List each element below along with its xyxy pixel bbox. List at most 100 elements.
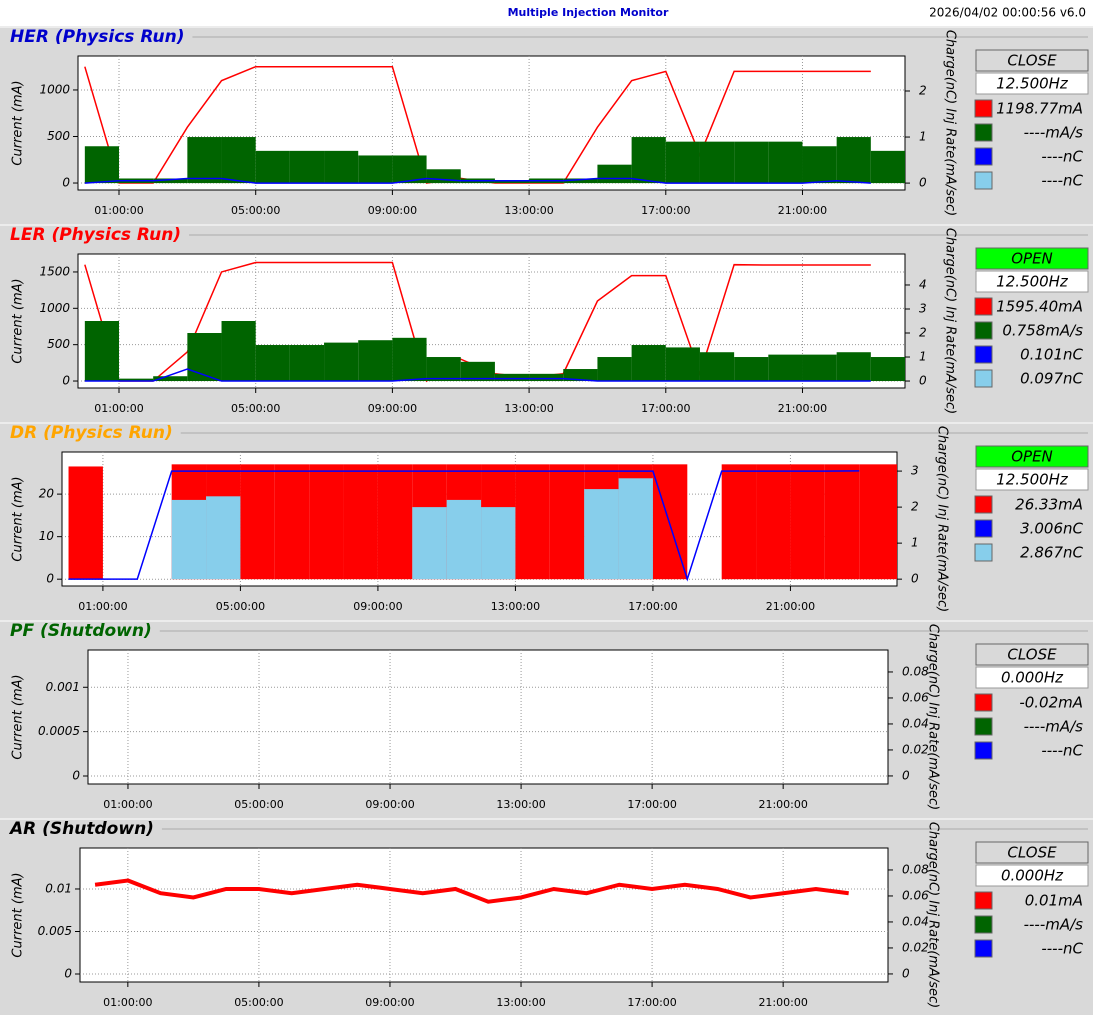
x-tick-label: 21:00:00 xyxy=(758,996,807,1009)
y-tick-label: 0.005 xyxy=(38,924,72,938)
bar xyxy=(631,345,666,382)
bar xyxy=(221,137,256,184)
x-tick-label: 09:00:00 xyxy=(368,204,417,217)
bar xyxy=(324,150,359,184)
y-tick-label: 1500 xyxy=(39,264,70,278)
legend-readout: ----mA/s xyxy=(1024,124,1084,142)
bar xyxy=(665,347,700,382)
bar xyxy=(274,464,310,580)
x-tick-label: 05:00:00 xyxy=(216,600,265,613)
legend-swatch xyxy=(974,717,993,736)
bar xyxy=(618,478,653,580)
bar xyxy=(734,141,769,184)
bar xyxy=(870,150,905,184)
timestamp: 2026/04/02 00:00:56 v6.0 xyxy=(929,6,1086,20)
bar xyxy=(699,352,735,382)
bar xyxy=(756,464,791,580)
bar xyxy=(255,150,290,184)
y-tick-label: 20 xyxy=(39,487,55,501)
y2-tick-label: 2 xyxy=(911,500,919,514)
legend-readout: 2.867nC xyxy=(1020,544,1083,562)
y-axis-label: Current (mA) xyxy=(11,80,26,165)
bar xyxy=(289,150,325,184)
legend-readout: ----nC xyxy=(1041,148,1083,166)
legend-swatch xyxy=(974,297,993,316)
y2-tick-label: 0 xyxy=(902,768,910,782)
y-axis-label: Current (mA) xyxy=(11,476,26,561)
x-tick-label: 17:00:00 xyxy=(641,204,690,217)
bar xyxy=(549,464,585,580)
bar xyxy=(824,464,860,580)
rate-box xyxy=(975,864,1089,887)
bar xyxy=(563,369,598,382)
bar xyxy=(324,342,359,382)
bar xyxy=(119,378,154,382)
y-tick-label: 0 xyxy=(62,374,70,388)
legend-swatch xyxy=(974,99,993,118)
plot-area xyxy=(87,649,889,785)
series-layer xyxy=(84,65,905,184)
series-layer xyxy=(68,464,897,582)
y2-tick-label: 2 xyxy=(919,326,927,340)
status-button xyxy=(975,445,1089,468)
rate-label: 12.500Hz xyxy=(996,75,1069,93)
line xyxy=(84,368,871,382)
bar xyxy=(665,141,700,184)
legend-readout: ----nC xyxy=(1041,742,1083,760)
bar xyxy=(392,155,427,184)
y-axis-label: Current (mA) xyxy=(11,278,26,363)
y-tick-label: 0.01 xyxy=(45,881,72,895)
legend-swatch xyxy=(974,519,993,538)
x-tick-label: 05:00:00 xyxy=(234,996,283,1009)
y2-tick-label: 4 xyxy=(919,277,927,291)
bar xyxy=(836,137,871,184)
y-tick-label: 0.0005 xyxy=(38,724,80,738)
series-layer xyxy=(84,261,905,383)
status-button xyxy=(975,841,1089,864)
bar xyxy=(699,141,735,184)
legend-readout: -0.02mA xyxy=(1019,694,1083,712)
y-tick-label: 1000 xyxy=(39,301,70,315)
y2-tick-label: 0 xyxy=(919,374,927,388)
line xyxy=(94,878,849,904)
y2-tick-label: 3 xyxy=(911,464,919,478)
bar xyxy=(187,333,222,382)
x-tick-label: 01:00:00 xyxy=(103,798,152,811)
bar xyxy=(494,373,530,382)
legend-swatch xyxy=(974,345,993,364)
rate-label: 12.500Hz xyxy=(996,471,1069,489)
series-layer xyxy=(94,878,849,904)
y-tick-label: 500 xyxy=(47,129,70,143)
y2-axis-label: Charge(nC) Inj Rate(mA/sec) xyxy=(926,624,941,810)
bar xyxy=(358,155,393,184)
y-axis-label: Current (mA) xyxy=(11,674,26,759)
legend-swatch xyxy=(974,915,993,934)
legend-swatch xyxy=(974,171,993,190)
legend-readout: 0.101nC xyxy=(1020,346,1083,364)
y2-tick-label: 1 xyxy=(919,130,927,144)
legend-swatch xyxy=(974,741,993,760)
bar xyxy=(153,376,188,382)
bar xyxy=(768,141,803,184)
legend-readout: ----mA/s xyxy=(1024,718,1084,736)
bar xyxy=(597,164,632,184)
legend-swatch xyxy=(974,123,993,142)
y-tick-label: 0.001 xyxy=(46,680,80,694)
y2-tick-label: 0.04 xyxy=(902,716,929,730)
y2-axis-label: Charge(nC) Inj Rate(mA/sec) xyxy=(943,228,958,414)
x-tick-label: 01:00:00 xyxy=(94,204,143,217)
bar xyxy=(446,499,482,580)
panel-title: PF (Shutdown) xyxy=(10,621,152,641)
status-label: CLOSE xyxy=(1007,52,1057,70)
legend-readout: 26.33mA xyxy=(1015,496,1083,514)
legend-swatch xyxy=(974,693,993,712)
y2-tick-label: 0.08 xyxy=(902,664,929,678)
x-tick-label: 21:00:00 xyxy=(778,204,827,217)
legend-swatch xyxy=(974,939,993,958)
bar xyxy=(255,345,290,382)
status-button xyxy=(975,247,1089,270)
bar xyxy=(836,352,871,382)
bar xyxy=(802,146,837,184)
bar xyxy=(721,464,757,580)
x-tick-label: 17:00:00 xyxy=(641,402,690,415)
